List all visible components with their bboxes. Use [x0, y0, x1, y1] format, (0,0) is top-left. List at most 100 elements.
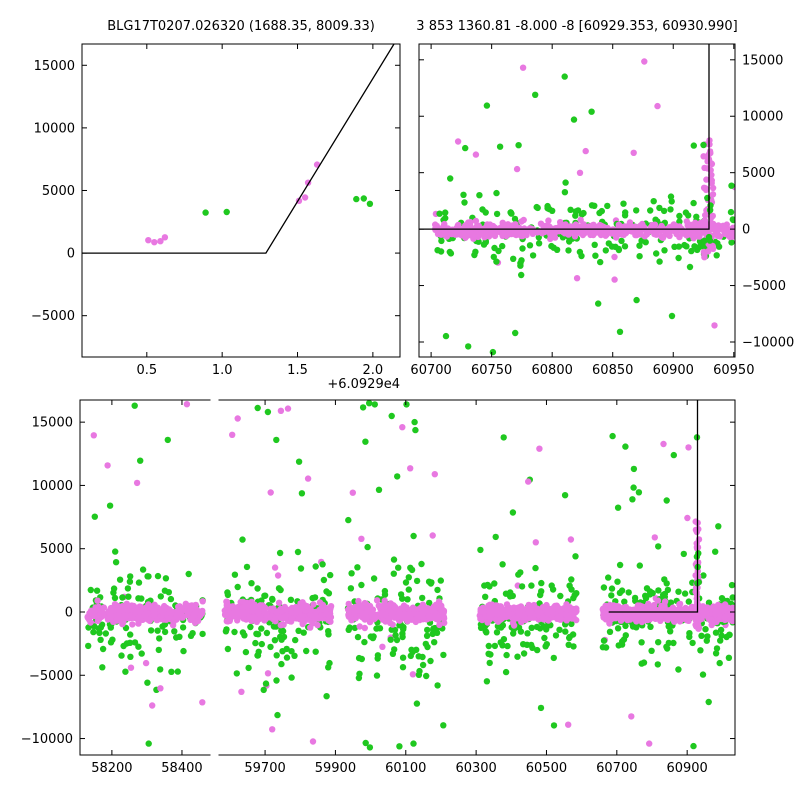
data-point-green [656, 204, 663, 212]
data-point-green [633, 207, 640, 214]
data-point-violet [551, 234, 559, 241]
y-tick-label: 10000 [34, 121, 75, 136]
x-tick-label: 1.5 [287, 363, 308, 378]
data-point-violet [167, 610, 175, 617]
data-point-violet [486, 602, 493, 609]
data-point-green [726, 631, 733, 638]
plot-title-left: BLG17T0207.026320 (1688.35, 8009.33) [107, 19, 375, 34]
data-point-violet [701, 229, 709, 236]
data-point-green [247, 623, 254, 631]
data-point-green [511, 215, 519, 223]
data-point-green [519, 245, 526, 252]
data-point-violet [591, 229, 599, 236]
data-point-violet [712, 226, 719, 233]
data-point-green [537, 704, 545, 712]
data-point-green [606, 628, 614, 635]
data-point-violet [680, 230, 687, 237]
data-point-green [528, 582, 535, 589]
data-point-green [287, 596, 295, 603]
data-point-green [291, 652, 298, 659]
data-point-green [405, 574, 412, 581]
data-point-green [538, 588, 545, 595]
data-point-violet [227, 615, 234, 623]
data-point-green [409, 648, 416, 655]
data-point-green [514, 653, 521, 660]
data-point-green [695, 578, 702, 586]
data-point-violet [386, 615, 393, 623]
x-axis-offset-label: +6.0929e4 [327, 377, 400, 392]
data-point-violet [419, 614, 426, 621]
data-point-green [493, 258, 500, 265]
data-point-violet [128, 614, 135, 622]
data-point-green [482, 593, 489, 600]
data-point-violet [709, 184, 717, 192]
data-point-green [568, 586, 575, 593]
data-point-green [295, 627, 302, 634]
data-point-violet [482, 613, 489, 620]
data-point-green [528, 641, 535, 649]
data-point-green [550, 654, 557, 662]
data-point-green [373, 672, 381, 679]
data-point-green [510, 255, 517, 262]
data-point-green [157, 666, 164, 673]
data-point-green [410, 740, 417, 747]
data-point-green [107, 639, 115, 646]
data-point-green [485, 642, 492, 650]
data-point-green [533, 623, 541, 631]
data-point-green [660, 207, 668, 215]
data-point-green [438, 237, 445, 245]
data-point-violet [666, 232, 673, 239]
data-point-green [119, 594, 126, 601]
data-point-green [703, 637, 710, 644]
data-point-green [667, 206, 674, 213]
data-point-green [667, 599, 675, 606]
data-point-violet [143, 604, 151, 611]
data-point-green [491, 642, 499, 650]
data-point-green [411, 418, 418, 426]
data-point-violet [729, 233, 735, 240]
data-point-green [278, 636, 285, 643]
data-point-violet [477, 615, 484, 623]
panel-history-left: 58200 58400 −10000 −5000 0 5000 10000 15000 [21, 399, 211, 776]
data-point-green [87, 586, 95, 594]
plot-title-right: 3 853 1360.81 -8.000 -8 [60929.353, 6093… [416, 19, 738, 34]
data-point-violet [671, 615, 678, 622]
data-point-green [486, 659, 493, 667]
data-point-green [126, 639, 134, 646]
data-point-green [614, 578, 621, 585]
data-point-green [224, 589, 231, 596]
data-point-violet [438, 607, 446, 614]
data-point-green [529, 252, 537, 259]
data-point-violet [272, 618, 279, 625]
data-point-violet [436, 621, 443, 629]
data-point-violet [585, 228, 592, 236]
data-point-green [713, 645, 721, 652]
data-point-green [588, 108, 595, 115]
data-point-green [507, 589, 514, 596]
data-point-violet [318, 611, 325, 619]
data-point-violet [274, 572, 282, 579]
data-point-violet [170, 618, 177, 626]
data-point-violet [355, 597, 362, 605]
data-point-green [264, 408, 272, 416]
data-point-green [135, 643, 142, 650]
data-point-green [396, 743, 403, 750]
data-point-violet [194, 617, 202, 625]
data-point-green [202, 209, 209, 216]
data-point-green [359, 404, 367, 411]
data-point-green [366, 744, 374, 751]
data-point-violet [282, 612, 290, 620]
data-point-green [161, 628, 169, 636]
data-point-violet [275, 599, 283, 606]
data-point-green [636, 562, 643, 569]
data-point-violet [271, 564, 279, 571]
data-point-green [258, 625, 265, 632]
data-point-violet [199, 699, 206, 706]
data-point-violet [129, 621, 136, 628]
data-point-green [492, 533, 499, 541]
data-point-violet [685, 617, 692, 624]
data-point-green [370, 575, 378, 582]
data-point-green [493, 629, 501, 636]
data-point-green [712, 650, 720, 657]
data-point-green [174, 668, 181, 675]
